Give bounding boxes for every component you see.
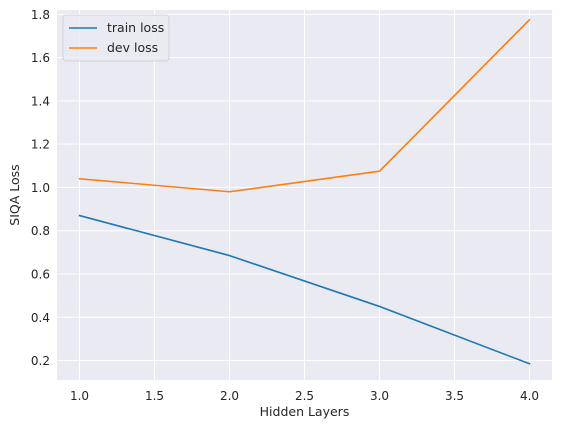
legend-label-train-loss: train loss <box>107 20 164 35</box>
grid-lines <box>57 10 552 380</box>
y-tick-label: 0.6 <box>31 267 50 281</box>
legend: train loss dev loss <box>62 14 170 62</box>
x-tick-label: 3.0 <box>370 389 389 403</box>
x-tick-label: 2.0 <box>220 389 239 403</box>
y-tick-label: 1.8 <box>31 8 50 22</box>
legend-box <box>62 14 170 62</box>
y-tick-label: 0.4 <box>31 311 50 325</box>
y-tick-label: 1.2 <box>31 138 50 152</box>
x-tick-labels: 1.0 1.5 2.0 2.5 3.0 3.5 4.0 <box>70 389 539 403</box>
x-tick-label: 2.5 <box>295 389 314 403</box>
x-tick-label: 1.5 <box>145 389 164 403</box>
legend-label-dev-loss: dev loss <box>107 40 158 55</box>
x-tick-label: 4.0 <box>520 389 539 403</box>
y-axis-label: SIQA Loss <box>7 164 22 225</box>
x-tick-label: 1.0 <box>70 389 89 403</box>
series-line-train-loss <box>78 214 531 365</box>
y-tick-label: 0.8 <box>31 224 50 238</box>
y-tick-labels: 0.2 0.4 0.6 0.8 1.0 1.2 1.4 1.6 1.8 <box>31 8 50 368</box>
series-lines <box>78 18 531 365</box>
y-tick-label: 0.2 <box>31 354 50 368</box>
y-tick-label: 1.0 <box>31 181 50 195</box>
series-line-dev-loss <box>78 18 531 193</box>
x-tick-label: 3.5 <box>445 389 464 403</box>
y-tick-label: 1.4 <box>31 94 50 108</box>
y-tick-label: 1.6 <box>31 51 50 65</box>
x-axis-label: Hidden Layers <box>260 404 350 419</box>
